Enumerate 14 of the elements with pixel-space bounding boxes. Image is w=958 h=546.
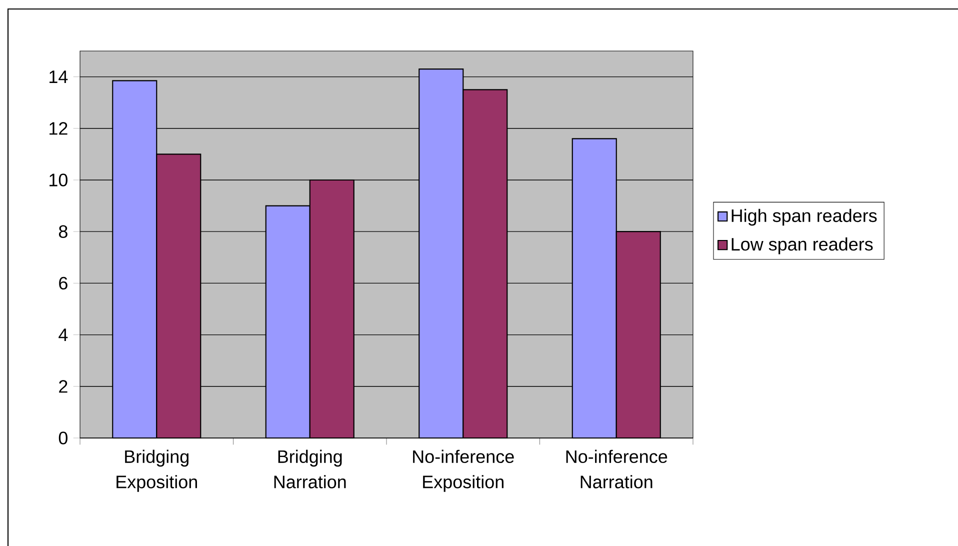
y-tick-label: 14 [50, 70, 68, 83]
x-tick-label: Bridging Narration [274, 450, 346, 488]
legend-label: Low span readers [732, 237, 873, 254]
x-tick-label: No-inference Narration [566, 450, 668, 488]
y-tick-label: 4 [58, 328, 68, 341]
legend-label: High span readers [732, 208, 877, 226]
y-tick-label: 0 [58, 432, 68, 444]
y-tick-label: 8 [58, 225, 68, 238]
x-tick-label: Bridging Exposition [116, 450, 197, 492]
y-tick-label: 12 [50, 122, 68, 135]
y-tick-label: 6 [59, 276, 68, 290]
x-tick-label: No-inference Exposition [413, 450, 514, 492]
y-tick-label: 2 [59, 380, 68, 393]
y-tick-label: 10 [50, 174, 68, 186]
